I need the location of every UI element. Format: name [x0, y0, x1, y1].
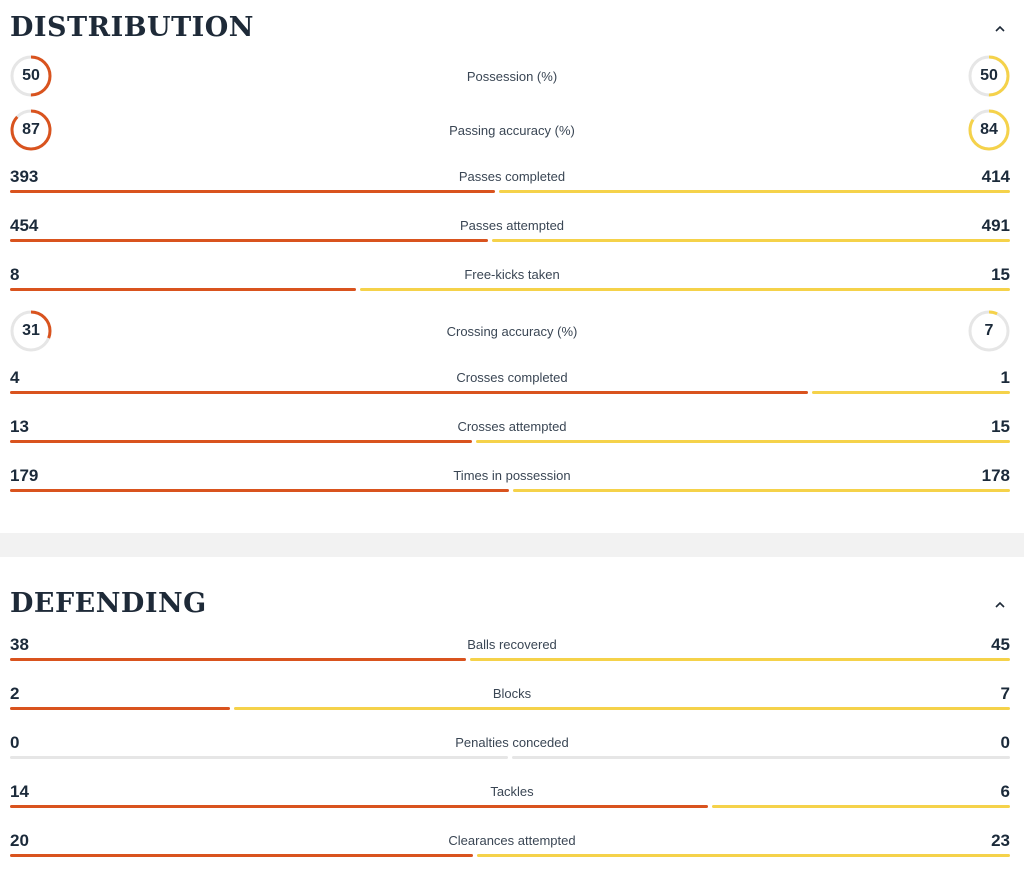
stat-label: Passes attempted	[459, 218, 565, 233]
away-percentage-ring: 50	[968, 55, 1010, 97]
home-value: 8	[10, 265, 20, 284]
stat-label: Crossing accuracy (%)	[446, 324, 578, 339]
away-ring-graphic	[968, 109, 1010, 151]
home-share-bar	[10, 707, 231, 710]
stat-label: Passes completed	[458, 169, 566, 184]
away-share-bar	[513, 489, 1010, 492]
away-value: 15	[991, 265, 1010, 284]
section-title-defending: DEFENDING	[10, 588, 207, 619]
home-value: 454	[10, 216, 39, 235]
home-share-bar	[10, 288, 356, 291]
stat-label: Crosses completed	[456, 370, 568, 385]
stat-label: Balls recovered	[467, 637, 557, 652]
section-title-distribution: DISTRIBUTION	[10, 12, 254, 43]
away-value: 6	[1000, 782, 1010, 801]
home-share-bar	[10, 239, 489, 242]
home-ring-graphic	[10, 109, 52, 151]
home-percentage-ring: 50	[10, 55, 52, 97]
home-share-bar	[10, 854, 474, 857]
away-value: 1	[1000, 368, 1010, 387]
home-percentage-ring: 31	[10, 310, 52, 352]
home-ring-graphic	[10, 55, 52, 97]
away-share-bar	[476, 440, 1010, 443]
stat-label: Penalties conceded	[455, 735, 569, 750]
home-value: 87	[22, 121, 40, 138]
away-value: 50	[980, 67, 998, 84]
away-percentage-ring: 84	[968, 109, 1010, 151]
away-value: 178	[981, 466, 1010, 485]
home-share-bar	[10, 391, 808, 394]
stat-label: Times in possession	[453, 468, 571, 483]
home-value: 31	[22, 322, 40, 339]
away-value: 45	[991, 635, 1010, 654]
stat-label: Tackles	[490, 784, 534, 799]
away-value: 414	[981, 167, 1010, 186]
home-value: 393	[10, 167, 39, 186]
collapse-defending-button[interactable]	[990, 595, 1010, 615]
home-value: 13	[10, 417, 29, 436]
stat-label: Blocks	[492, 686, 532, 701]
away-ring-graphic	[968, 55, 1010, 97]
home-ring-arc	[10, 109, 52, 151]
away-share-bar	[498, 190, 1010, 193]
home-share-bar	[10, 658, 466, 661]
away-share-bar	[812, 391, 1010, 394]
away-share-bar	[492, 239, 1010, 242]
home-value: 20	[10, 831, 29, 850]
stat-label: Free-kicks taken	[464, 267, 560, 282]
home-value: 0	[10, 733, 20, 752]
away-share-bar	[512, 756, 1010, 759]
home-percentage-ring: 87	[10, 109, 52, 151]
home-ring-arc	[10, 310, 52, 352]
away-share-bar	[469, 658, 1010, 661]
home-share-bar	[10, 440, 473, 443]
away-share-bar	[359, 288, 1010, 291]
away-value: 15	[991, 417, 1010, 436]
home-value: 38	[10, 635, 29, 654]
away-value: 7	[1000, 684, 1010, 703]
home-share-bar	[10, 756, 508, 759]
chevron-up-icon	[995, 601, 1005, 608]
stat-label: Clearances attempted	[448, 833, 576, 848]
home-share-bar	[10, 190, 495, 193]
stat-label: Crosses attempted	[457, 419, 567, 434]
home-ring-graphic	[10, 310, 52, 352]
home-value: 4	[10, 368, 20, 387]
home-ring-arc	[10, 55, 52, 97]
home-value: 2	[10, 684, 20, 703]
home-value: 50	[22, 67, 40, 84]
away-value: 84	[980, 121, 998, 138]
away-ring-arc	[968, 310, 1010, 352]
away-value: 0	[1000, 733, 1010, 752]
stat-label: Possession (%)	[466, 69, 558, 84]
section-divider	[0, 533, 1024, 557]
away-ring-arc	[968, 55, 1010, 97]
away-ring-arc	[968, 109, 1010, 151]
home-share-bar	[10, 805, 708, 808]
home-value: 179	[10, 466, 39, 485]
away-share-bar	[477, 854, 1010, 857]
away-value: 491	[981, 216, 1010, 235]
away-value: 23	[991, 831, 1010, 850]
away-share-bar	[234, 707, 1010, 710]
away-share-bar	[712, 805, 1010, 808]
home-value: 14	[10, 782, 29, 801]
away-percentage-ring: 7	[968, 310, 1010, 352]
chevron-up-icon	[995, 25, 1005, 32]
stat-label: Passing accuracy (%)	[449, 123, 575, 138]
collapse-distribution-button[interactable]	[990, 19, 1010, 39]
away-ring-graphic	[968, 310, 1010, 352]
away-value: 7	[984, 322, 994, 339]
home-share-bar	[10, 489, 510, 492]
